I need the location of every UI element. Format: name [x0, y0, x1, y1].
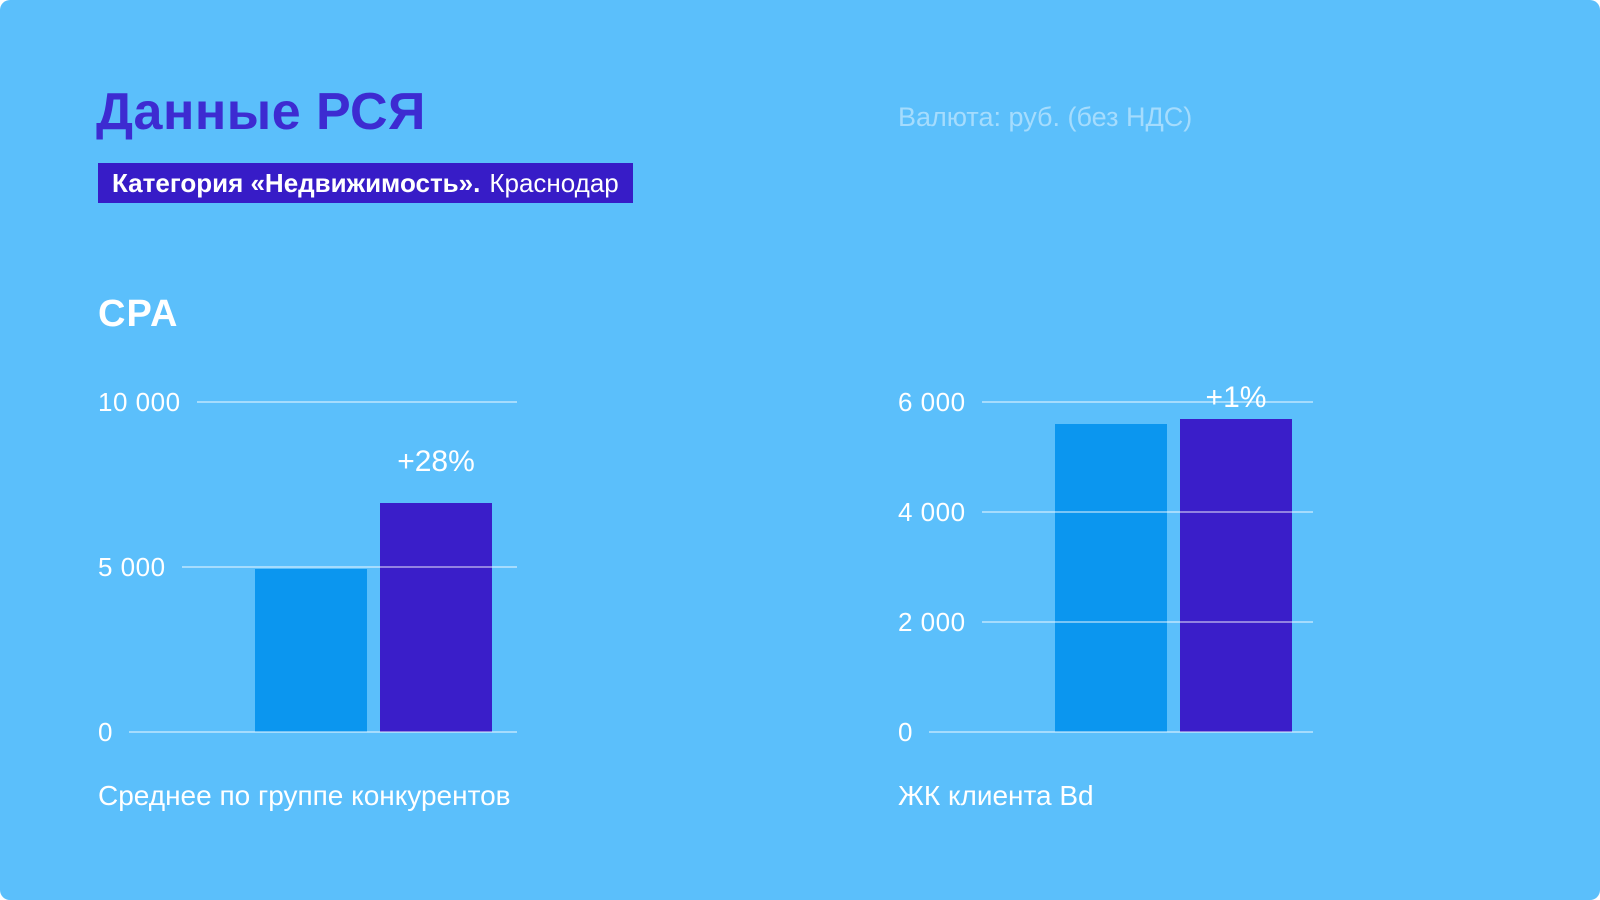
badge-category-text: Категория «Недвижимость». — [112, 167, 481, 198]
delta-label: +1% — [1205, 380, 1267, 414]
y-tick-label: 6 000 — [898, 386, 966, 417]
currency-note: Валюта: руб. (без НДС) — [898, 102, 1193, 132]
delta-label: +28% — [397, 444, 475, 478]
cpa-chart-competitors: 10 000 5 000 0 +28% — [98, 380, 517, 747]
bar-compared — [380, 502, 492, 732]
y-tick-label: 0 — [98, 716, 113, 747]
y-tick-label: 4 000 — [898, 496, 966, 527]
bar-base — [1055, 424, 1167, 732]
badge-city-text: Краснодар — [489, 167, 619, 198]
category-badge: Категория «Недвижимость». Краснодар — [98, 163, 633, 203]
bar-base — [255, 568, 367, 732]
cpa-chart-client: 6 000 4 000 2 000 0 +1% — [898, 380, 1313, 747]
bar-compared — [1180, 418, 1292, 732]
metric-title: CPA — [98, 293, 179, 335]
chart-caption-client: ЖК клиента Bd — [898, 780, 1094, 811]
page-title: Данные РСЯ — [96, 83, 426, 141]
y-tick-row: 10 000 — [98, 387, 517, 417]
y-tick-label: 0 — [898, 716, 913, 747]
chart-caption-competitors: Среднее по группе конкурентов — [98, 780, 511, 811]
y-tick-label: 5 000 — [98, 551, 166, 582]
y-tick-label: 2 000 — [898, 606, 966, 637]
gridline — [196, 401, 517, 403]
y-tick-label: 10 000 — [98, 386, 181, 417]
